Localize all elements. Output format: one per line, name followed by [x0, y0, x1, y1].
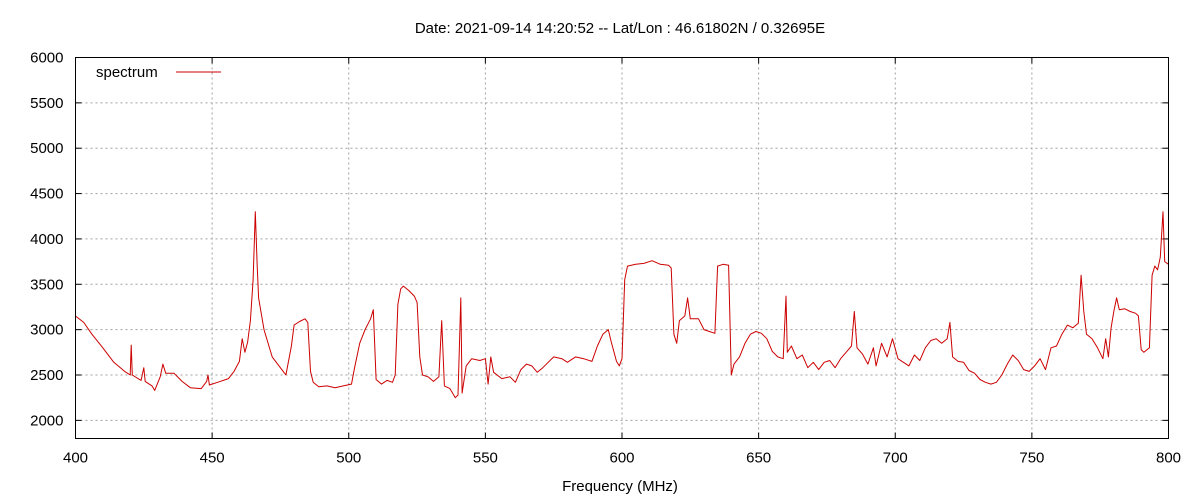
axis-ticks: 400 450 500 550 600 650 700 750 800 2000 2500 3000 3…	[30, 50, 1181, 467]
x-tick-label: 600	[609, 450, 634, 467]
legend: spectrum	[96, 64, 221, 81]
y-tick-label: 4500	[30, 186, 63, 203]
chart-title: Date: 2021-09-14 14:20:52 -- Lat/Lon : 4…	[415, 20, 825, 37]
y-tick-label: 5500	[30, 95, 63, 112]
y-tick-label: 3500	[30, 276, 63, 293]
x-tick-label: 500	[336, 450, 361, 467]
y-tick-label: 2000	[30, 412, 63, 429]
y-tick-label: 2500	[30, 367, 63, 384]
legend-label-spectrum: spectrum	[96, 64, 158, 81]
plot-frame	[75, 57, 1169, 439]
y-tick-label: 4000	[30, 231, 63, 248]
series-line-spectrum	[75, 211, 1169, 399]
x-tick-label: 650	[746, 450, 771, 467]
x-tick-label: 800	[1156, 450, 1181, 467]
x-axis-label: Frequency (MHz)	[562, 478, 678, 495]
y-tick-label: 6000	[30, 50, 63, 67]
grid	[75, 57, 1169, 439]
x-tick-label: 450	[200, 450, 225, 467]
x-tick-label: 550	[473, 450, 498, 467]
x-tick-label: 400	[63, 450, 88, 467]
series-layer	[75, 211, 1169, 399]
x-tick-label: 700	[883, 450, 908, 467]
y-tick-label: 5000	[30, 140, 63, 157]
y-tick-label: 3000	[30, 322, 63, 339]
x-tick-label: 750	[1019, 450, 1044, 467]
